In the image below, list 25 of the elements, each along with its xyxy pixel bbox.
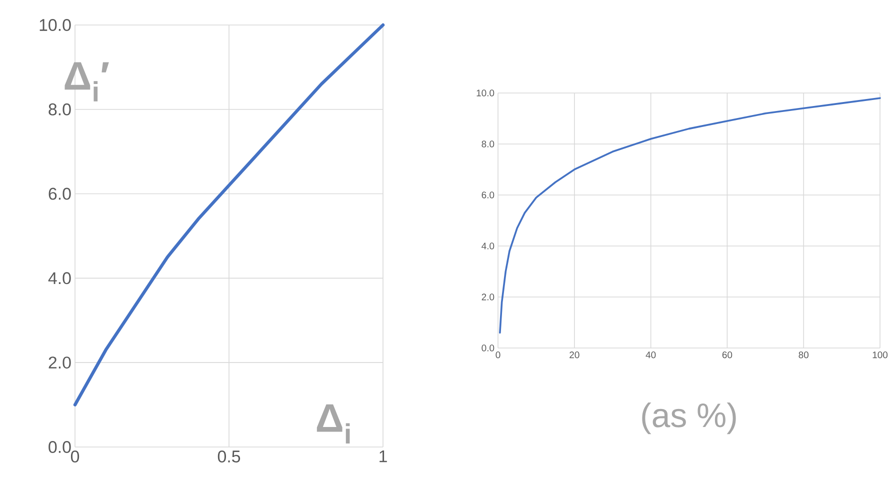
y-axis-title: Δ$_{i}$′ [64,62,109,102]
x-tick-label: 80 [798,352,808,358]
y-tick-label: 4.0 [482,242,494,250]
x-axis-title: (as %) [642,402,736,434]
line-series [499,97,881,334]
y-tick-label: 4.0 [48,272,71,284]
y-tick-label: 2.0 [482,294,494,300]
x-tick-label: 0 [496,352,500,358]
y-tick-label: 2.0 [48,356,71,369]
y-tick-label: 6.0 [48,188,71,200]
x-tick-label: 40 [646,352,656,358]
x-tick-label: 100 [872,352,888,358]
y-tick-label: 0.0 [482,344,494,352]
y-tick-label: 10.0 [476,90,494,96]
y-tick-label: 10.0 [40,18,71,31]
x-tick-label: 0.5 [218,450,240,463]
x-tick-label: 60 [722,352,732,358]
x-axis-title: Δ$_{i}$ [316,404,350,444]
y-tick-label: 8.0 [482,140,494,148]
x-tick-label: 0 [70,450,80,463]
x-tick-label: 1 [380,450,387,462]
y-tick-label: 8.0 [48,103,71,116]
y-tick-label: 6.0 [482,192,494,198]
x-tick-label: 20 [570,352,580,358]
y-tick-label: 0.0 [48,440,71,453]
